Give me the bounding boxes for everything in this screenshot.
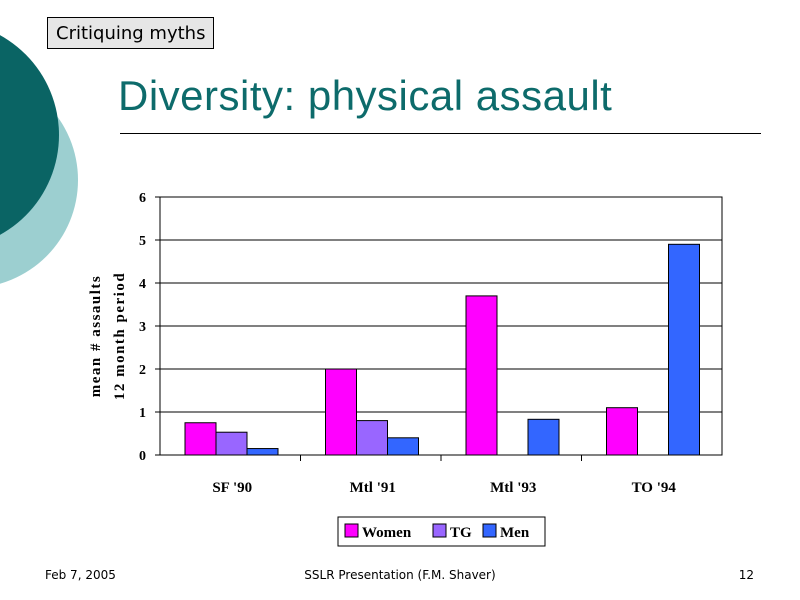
slide-title: Diversity: physical assault [118, 72, 613, 119]
y-tick-label: 5 [139, 234, 146, 249]
y-axis-label-line2: 12 month period [112, 272, 128, 400]
bar-women-1 [325, 368, 357, 456]
bar-tg-0 [215, 431, 248, 456]
legend-label-men: Men [500, 525, 530, 541]
y-tick-label: 4 [139, 277, 146, 292]
x-tick-label: TO '94 [632, 480, 677, 496]
legend-swatch-women [344, 523, 359, 538]
y-tick-label: 3 [139, 320, 146, 335]
x-tick-label: Mtl '93 [490, 480, 536, 496]
bar-tg-1 [356, 420, 388, 456]
bar-men-0 [246, 448, 279, 456]
y-tick-label: 2 [139, 363, 146, 378]
y-axis-label: mean # assaults [88, 275, 104, 398]
x-tick-label: Mtl '91 [350, 480, 396, 496]
bar-women-0 [184, 422, 217, 456]
footer-date: Feb 7, 2005 [45, 568, 116, 582]
legend-label-women: Women [362, 525, 412, 541]
x-tick-label: SF '90 [212, 480, 252, 496]
footer-page-number: 12 [738, 568, 754, 582]
decorative-circles [0, 35, 78, 284]
bar-men-3 [668, 243, 700, 456]
bar-men-1 [387, 437, 419, 456]
bar-women-2 [465, 295, 498, 456]
legend-swatch-tg [432, 523, 447, 538]
dark-circle [0, 35, 59, 235]
bar-men-2 [527, 418, 560, 456]
bar-chart: 0 1 2 3 4 5 6 SF '90 Mtl '91 Mtl '93 TO '94 mean # … [88, 191, 723, 547]
legend-swatch-men [482, 523, 497, 538]
bar-women-3 [606, 407, 638, 456]
title-divider [120, 133, 761, 134]
y-tick-label: 1 [139, 406, 146, 421]
y-tick-label: 0 [139, 449, 146, 464]
section-tag: Critiquing myths [47, 17, 215, 49]
legend-label-tg: TG [450, 525, 472, 541]
y-tick-label: 6 [139, 191, 146, 206]
footer-presentation: SSLR Presentation (F.M. Shaver) [304, 568, 496, 582]
